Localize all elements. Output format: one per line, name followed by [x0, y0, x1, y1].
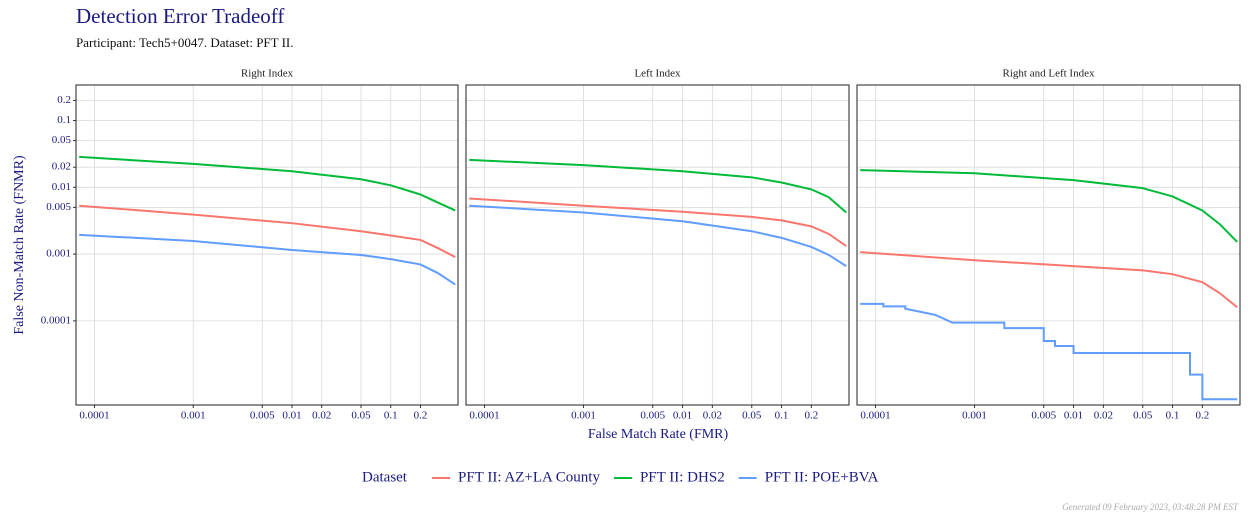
- x-tick-label: 0.02: [703, 410, 722, 422]
- x-tick-label: 0.0001: [79, 410, 109, 422]
- y-tick-label: 0.1: [57, 114, 71, 126]
- x-tick-label: 0.2: [1195, 410, 1209, 422]
- x-tick-label: 0.05: [351, 410, 371, 422]
- x-tick-label: 0.0001: [860, 410, 890, 422]
- legend-label: PFT II: AZ+LA County: [458, 469, 600, 485]
- x-tick-label: 0.01: [1064, 410, 1083, 422]
- footer: Generated 09 February 2023, 03:48:28 PM …: [1062, 502, 1239, 512]
- strip: [857, 64, 1240, 85]
- x-tick-label: 0.02: [312, 410, 331, 422]
- y-tick-label: 0.0001: [41, 314, 71, 326]
- legend-title: Dataset: [362, 469, 408, 485]
- series-line: [860, 169, 1238, 243]
- x-tick-label: 0.01: [673, 410, 692, 422]
- y-tick-label: 0.01: [52, 181, 71, 193]
- x-tick-label: 0.001: [571, 410, 596, 422]
- facet-title: Right and Left Index: [1003, 68, 1095, 80]
- x-tick-label: 0.0001: [469, 410, 499, 422]
- x-axis-title: False Match Rate (FMR): [588, 427, 729, 442]
- x-tick-label: 0.005: [250, 410, 275, 422]
- chart-title: Detection Error Tradeoff: [76, 4, 284, 28]
- strip: [466, 64, 849, 85]
- x-tick-label: 0.05: [742, 410, 762, 422]
- y-tick-label: 0.005: [46, 201, 71, 213]
- x-tick-label: 0.01: [282, 410, 301, 422]
- series-line: [79, 204, 456, 259]
- x-tick-label: 0.02: [1094, 410, 1113, 422]
- y-tick-label: 0.001: [46, 248, 71, 260]
- strip: [76, 64, 458, 85]
- x-tick-label: 0.2: [804, 410, 818, 422]
- x-tick-label: 0.005: [640, 410, 665, 422]
- x-tick-label: 0.05: [1133, 410, 1153, 422]
- x-tick-label: 0.001: [962, 410, 987, 422]
- series-line: [469, 158, 847, 214]
- x-tick-label: 0.1: [384, 410, 398, 422]
- x-tick-label: 0.2: [414, 410, 428, 422]
- series-line: [469, 204, 847, 267]
- y-axis-title: False Non-Match Rate (FNMR): [12, 155, 27, 335]
- facet-title: Left Index: [634, 68, 681, 80]
- series-line: [79, 155, 456, 212]
- x-tick-label: 0.005: [1031, 410, 1056, 422]
- panel-border: [856, 84, 1241, 406]
- x-tick-label: 0.1: [775, 410, 789, 422]
- series-line: [469, 197, 847, 247]
- panel-border: [75, 84, 459, 406]
- y-tick-label: 0.2: [57, 94, 71, 106]
- legend-label: PFT II: POE+BVA: [765, 469, 879, 485]
- series-line: [79, 233, 456, 286]
- panel-border: [465, 84, 850, 406]
- chart-subtitle: Participant: Tech5+0047. Dataset: PFT II…: [76, 35, 294, 50]
- y-tick-label: 0.05: [52, 134, 72, 146]
- series-line: [860, 251, 1238, 309]
- facet-title: Right Index: [241, 68, 294, 80]
- x-tick-label: 0.1: [1166, 410, 1180, 422]
- y-tick-label: 0.02: [52, 161, 71, 173]
- x-tick-label: 0.001: [181, 410, 206, 422]
- series-line: [860, 302, 1238, 401]
- legend-label: PFT II: DHS2: [640, 469, 725, 485]
